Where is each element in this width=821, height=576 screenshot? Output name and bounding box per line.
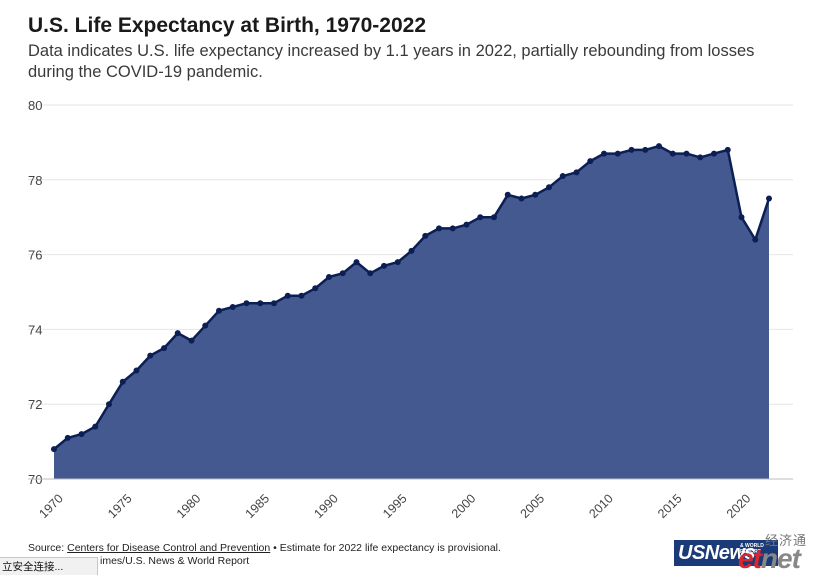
- data-point-1987: [284, 292, 291, 299]
- area-fill: [54, 146, 769, 479]
- source-suffix: • Estimate for 2022 life expectancy is p…: [270, 542, 501, 554]
- watermark-right: net: [760, 543, 801, 574]
- data-point-1970: [51, 446, 57, 453]
- x-tick-label-2015: 2015: [655, 491, 685, 521]
- x-tick-label-2000: 2000: [449, 491, 479, 521]
- data-point-2020: [738, 214, 745, 221]
- data-point-1972: [78, 431, 85, 438]
- data-point-1973: [92, 423, 99, 430]
- data-point-1980: [188, 337, 195, 344]
- data-point-1983: [229, 303, 236, 310]
- data-point-1979: [174, 330, 181, 337]
- data-point-2001: [477, 214, 484, 221]
- data-point-1975: [119, 378, 126, 385]
- data-point-2007: [559, 173, 566, 180]
- data-point-2016: [683, 150, 690, 157]
- data-point-2015: [669, 150, 676, 157]
- data-point-2014: [656, 143, 662, 150]
- data-point-2019: [724, 146, 731, 153]
- data-point-2002: [491, 214, 497, 221]
- data-point-1976: [133, 367, 140, 374]
- data-point-1978: [161, 345, 167, 352]
- credit-note: imes/U.S. News & World Report: [28, 555, 249, 567]
- data-point-1996: [408, 247, 415, 254]
- data-point-1997: [422, 232, 429, 239]
- logo-text: USNews: [678, 542, 756, 564]
- x-tick-label-1995: 1995: [380, 491, 410, 521]
- y-tick-label-74: 74: [28, 322, 42, 337]
- source-link[interactable]: Centers for Disease Control and Preventi…: [67, 542, 271, 554]
- x-tick-label-1990: 1990: [311, 491, 341, 521]
- source-prefix: Source:: [28, 542, 68, 554]
- logo-small-text: & WORLD REPORT: [740, 543, 764, 555]
- chart-subtitle: Data indicates U.S. life expectancy incr…: [28, 42, 755, 81]
- credit-text: imes/U.S. News & World Report: [100, 555, 250, 567]
- data-point-1994: [381, 262, 387, 269]
- x-tick-label-1970: 1970: [36, 491, 66, 521]
- y-tick-label-72: 72: [28, 397, 42, 412]
- data-point-1999: [449, 225, 456, 232]
- data-point-2005: [532, 191, 539, 198]
- data-point-2021: [752, 236, 759, 243]
- data-point-1991: [339, 270, 346, 277]
- x-tick-label-1980: 1980: [174, 491, 204, 521]
- browser-status-bar: 立安全连接...: [0, 557, 98, 575]
- data-point-1977: [147, 352, 154, 359]
- x-tick-label-2010: 2010: [586, 491, 616, 521]
- data-point-2017: [697, 154, 704, 161]
- y-tick-label-78: 78: [28, 173, 42, 188]
- data-point-1985: [257, 300, 264, 307]
- source-note: Source: Centers for Disease Control and …: [28, 542, 501, 554]
- data-point-2010: [601, 150, 607, 157]
- data-point-2013: [642, 146, 649, 153]
- watermark-left: et: [738, 543, 762, 574]
- data-point-1993: [367, 270, 374, 277]
- watermark-logo: etnet: [738, 543, 801, 574]
- data-point-2011: [614, 150, 621, 157]
- usnews-logo: USNews & WORLD REPORT: [674, 540, 778, 566]
- data-point-1974: [106, 401, 112, 408]
- data-point-1984: [243, 300, 250, 307]
- data-point-2018: [711, 150, 717, 157]
- x-axis-labels: 1970 1975 1980 1985 1990 1995 2000 2005 2010 2015…: [36, 491, 753, 521]
- x-tick-label-1985: 1985: [243, 491, 273, 521]
- data-point-1988: [298, 292, 305, 299]
- data-point-2003: [504, 191, 511, 198]
- data-point-1989: [312, 285, 319, 292]
- watermark-top: 经济通: [765, 533, 808, 548]
- data-point-1981: [202, 322, 209, 329]
- data-points: [51, 143, 772, 453]
- data-point-1992: [353, 259, 360, 266]
- y-tick-label-80: 80: [28, 98, 42, 113]
- data-point-1995: [394, 259, 401, 266]
- data-point-2022: [766, 195, 772, 202]
- data-point-1971: [64, 434, 71, 441]
- data-point-2004: [518, 195, 525, 202]
- y-tick-label-76: 76: [28, 248, 42, 263]
- data-point-1982: [216, 307, 222, 314]
- data-point-2012: [628, 146, 635, 153]
- data-point-2009: [587, 158, 594, 165]
- data-point-1998: [436, 225, 442, 232]
- x-tick-label-1975: 1975: [105, 491, 135, 521]
- data-point-1986: [271, 300, 277, 307]
- x-tick-label-2020: 2020: [724, 491, 754, 521]
- data-point-2008: [573, 169, 580, 176]
- data-point-2006: [546, 184, 552, 191]
- chart-title: U.S. Life Expectancy at Birth, 1970-2022: [28, 14, 427, 37]
- x-tick-label-2005: 2005: [518, 491, 548, 521]
- data-point-1990: [326, 274, 332, 281]
- data-point-2000: [463, 221, 470, 228]
